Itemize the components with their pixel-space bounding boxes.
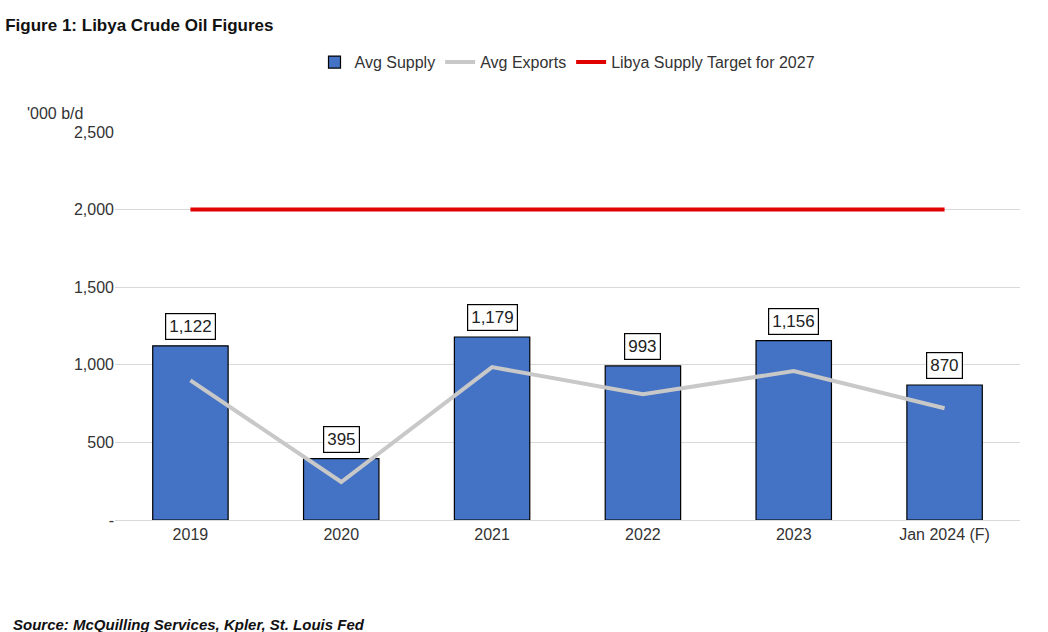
svg-text:2023: 2023 — [776, 526, 812, 543]
svg-text:2,500: 2,500 — [74, 124, 114, 141]
svg-text:Figure 1: Libya Crude Oil Figu: Figure 1: Libya Crude Oil Figures — [5, 16, 273, 35]
svg-text:2019: 2019 — [173, 526, 209, 543]
svg-text:500: 500 — [87, 434, 114, 451]
svg-text:Jan 2024 (F): Jan 2024 (F) — [899, 526, 990, 543]
svg-text:993: 993 — [628, 337, 656, 356]
svg-text:1,122: 1,122 — [169, 317, 212, 336]
svg-text:1,156: 1,156 — [772, 312, 815, 331]
svg-text:Avg Exports: Avg Exports — [480, 54, 566, 71]
svg-text:Source: McQuilling Services, K: Source: McQuilling Services, Kpler, St. … — [13, 616, 365, 632]
svg-text:2020: 2020 — [323, 526, 359, 543]
svg-text:Libya Supply Target for 2027: Libya Supply Target for 2027 — [611, 54, 815, 71]
svg-text:1,000: 1,000 — [74, 356, 114, 373]
svg-text:2021: 2021 — [474, 526, 510, 543]
svg-text:1,179: 1,179 — [471, 308, 514, 327]
svg-text:870: 870 — [930, 356, 958, 375]
svg-text:-: - — [109, 512, 114, 529]
svg-text:1,500: 1,500 — [74, 279, 114, 296]
svg-text:'000 b/d: '000 b/d — [27, 105, 83, 122]
svg-text:Avg Supply: Avg Supply — [355, 54, 436, 71]
svg-text:395: 395 — [327, 430, 355, 449]
svg-text:2022: 2022 — [625, 526, 661, 543]
svg-text:2,000: 2,000 — [74, 201, 114, 218]
